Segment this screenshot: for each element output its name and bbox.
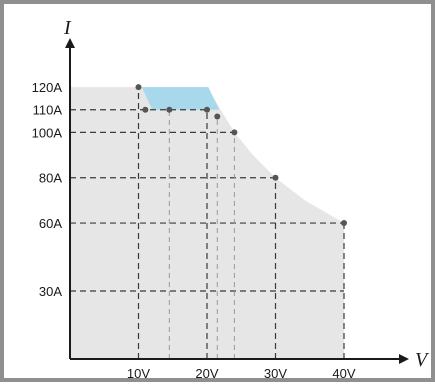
y-axis-title: I [63,17,72,39]
operating-point-0 [135,84,142,91]
operating-point-3 [204,106,210,113]
x-tick-label-0: 10V [127,366,150,381]
y-tick-label-4: 60A [39,216,62,231]
highlight-region [141,87,220,110]
x-tick-label-3: 40V [332,366,355,381]
operating-point-7 [341,220,347,227]
y-tick-label-2: 100A [32,125,63,140]
operating-point-1 [142,106,149,113]
operating-point-6 [272,174,279,181]
x-tick-label-2: 30V [264,366,287,381]
x-tick-label-1: 20V [195,366,218,381]
y-tick-label-3: 80A [39,171,62,186]
x-axis-title: V [415,349,430,371]
operating-point-5 [231,129,238,136]
y-tick-label-0: 120A [32,80,63,95]
y-tick-label-1: 110A [33,103,63,118]
y-tick-label-5: 30A [39,284,62,299]
operating-point-4 [214,113,221,120]
vi-operating-chart: I V 120A 110A 100A 80A 60A 30A 10V 20V 30V 40V [32,17,430,381]
operating-point-2 [166,106,173,113]
